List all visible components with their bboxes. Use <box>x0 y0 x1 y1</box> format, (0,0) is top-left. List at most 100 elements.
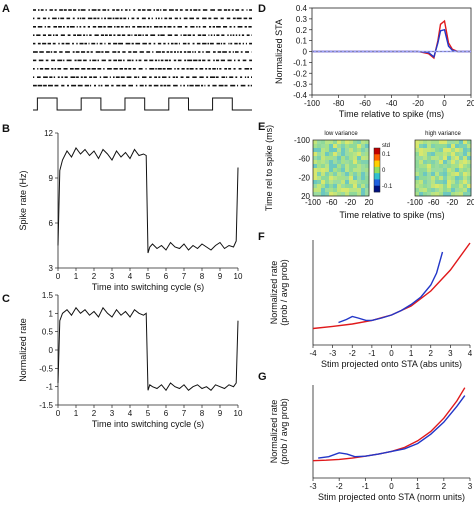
heatmap-cell <box>423 160 428 165</box>
x-tick-label: 2 <box>429 349 434 358</box>
colorbar-segment <box>374 173 380 180</box>
heatmap-cell <box>439 164 444 169</box>
heatmap-cell <box>451 188 456 193</box>
heatmap-cell <box>329 152 334 157</box>
heatmap-cell <box>325 172 330 177</box>
heatmap-cell <box>353 172 358 177</box>
heatmap-cell <box>321 148 326 153</box>
y-axis-label: Normalized rate <box>269 400 279 464</box>
heatmap-cell <box>345 140 350 145</box>
heatmap-cell <box>427 144 432 149</box>
heatmap-cell <box>317 172 322 177</box>
heatmap-cell <box>427 140 432 145</box>
heatmap-cell <box>317 156 322 161</box>
heatmap-cell <box>329 192 334 197</box>
heatmap-cell <box>451 156 456 161</box>
heatmap-cell <box>329 156 334 161</box>
heatmap-cell <box>365 160 370 165</box>
x-tick-label: 8 <box>200 272 205 281</box>
x-axis-label: Time relative to spike (ms) <box>339 109 444 119</box>
heatmap-cell <box>349 164 354 169</box>
heatmap-cell <box>415 156 420 161</box>
heatmap-cell <box>463 140 468 145</box>
colorbar-segment <box>374 154 380 161</box>
x-tick-label: 3 <box>110 409 115 418</box>
heatmap-cell <box>463 156 468 161</box>
heatmap-cell <box>337 152 342 157</box>
heatmap-cell <box>439 144 444 149</box>
x-tick-label: 2 <box>442 482 447 491</box>
heatmap-cell <box>431 180 436 185</box>
x-tick-label: 20 <box>467 99 474 108</box>
colorbar-segment <box>374 148 380 155</box>
heatmap-cell <box>451 168 456 173</box>
heatmap-cell <box>431 156 436 161</box>
heatmap-cell <box>349 140 354 145</box>
heatmap-cell <box>427 176 432 181</box>
heatmap-cell <box>431 144 436 149</box>
colorbar-label: std <box>382 143 390 149</box>
heatmap-cell <box>337 188 342 193</box>
heatmap-cell <box>427 168 432 173</box>
x-tick-label: 7 <box>182 272 187 281</box>
heatmap-cell <box>451 176 456 181</box>
heatmap-cell <box>317 140 322 145</box>
heatmap-cell <box>321 160 326 165</box>
heatmap-cell <box>353 156 358 161</box>
heatmap-cell <box>313 160 318 165</box>
heatmap-cell <box>443 180 448 185</box>
heatmap-cell <box>435 148 440 153</box>
heatmap-cell <box>357 144 362 149</box>
heatmap-cell <box>451 164 456 169</box>
heatmap-cell <box>357 180 362 185</box>
x-tick-label: -60 <box>359 99 371 108</box>
heatmap-cell <box>345 152 350 157</box>
heatmap-cell <box>337 164 342 169</box>
x-tick-label: 4 <box>128 272 133 281</box>
colorbar-tick-label: 0.1 <box>382 152 391 158</box>
heatmap-cell <box>415 176 420 181</box>
heatmap-cell <box>337 160 342 165</box>
x-tick-label: 9 <box>218 272 223 281</box>
panel-label-e: E <box>258 121 265 133</box>
heatmap-cell <box>467 152 472 157</box>
heatmap-cell <box>439 168 444 173</box>
heatmap-subtitle: high variance <box>425 131 461 137</box>
heatmap-cell <box>455 172 460 177</box>
heatmap-cell <box>333 184 338 189</box>
heatmap-cell <box>333 192 338 197</box>
heatmap-cell <box>325 164 330 169</box>
heatmap-cell <box>333 152 338 157</box>
heatmap-cell <box>345 172 350 177</box>
heatmap-cell <box>361 176 366 181</box>
y-tick-label: -1 <box>46 383 54 392</box>
heatmap-cell <box>467 156 472 161</box>
x-tick-label: 1 <box>415 482 420 491</box>
heatmap-cell <box>443 152 448 157</box>
heatmap-cell <box>435 168 440 173</box>
panel-label-d: D <box>258 3 266 15</box>
heatmap-cell <box>443 140 448 145</box>
colorbar-segment <box>374 179 380 187</box>
heatmap-cell <box>321 176 326 181</box>
heatmap-cell <box>353 180 358 185</box>
x-tick-label: 9 <box>218 409 223 418</box>
heatmap-cell <box>423 152 428 157</box>
x-tick-label: 0 <box>56 409 61 418</box>
heatmap-cell <box>361 160 366 165</box>
y-tick-label: 0.2 <box>296 26 308 35</box>
heatmap-cell <box>337 148 342 153</box>
y-tick-label: -0.3 <box>293 80 307 89</box>
heatmap-cell <box>341 152 346 157</box>
panel-label-f: F <box>258 231 265 243</box>
heatmap-cell <box>365 176 370 181</box>
heatmap-cell <box>455 176 460 181</box>
x-axis-label: Time into switching cycle (s) <box>92 419 204 429</box>
heatmap-cell <box>415 184 420 189</box>
heatmap-cell <box>313 144 318 149</box>
x-tick-label: 20 <box>467 198 474 207</box>
heatmap-cell <box>341 164 346 169</box>
heatmap-cell <box>443 184 448 189</box>
heatmap-cell <box>459 172 464 177</box>
heatmap-cell <box>321 180 326 185</box>
